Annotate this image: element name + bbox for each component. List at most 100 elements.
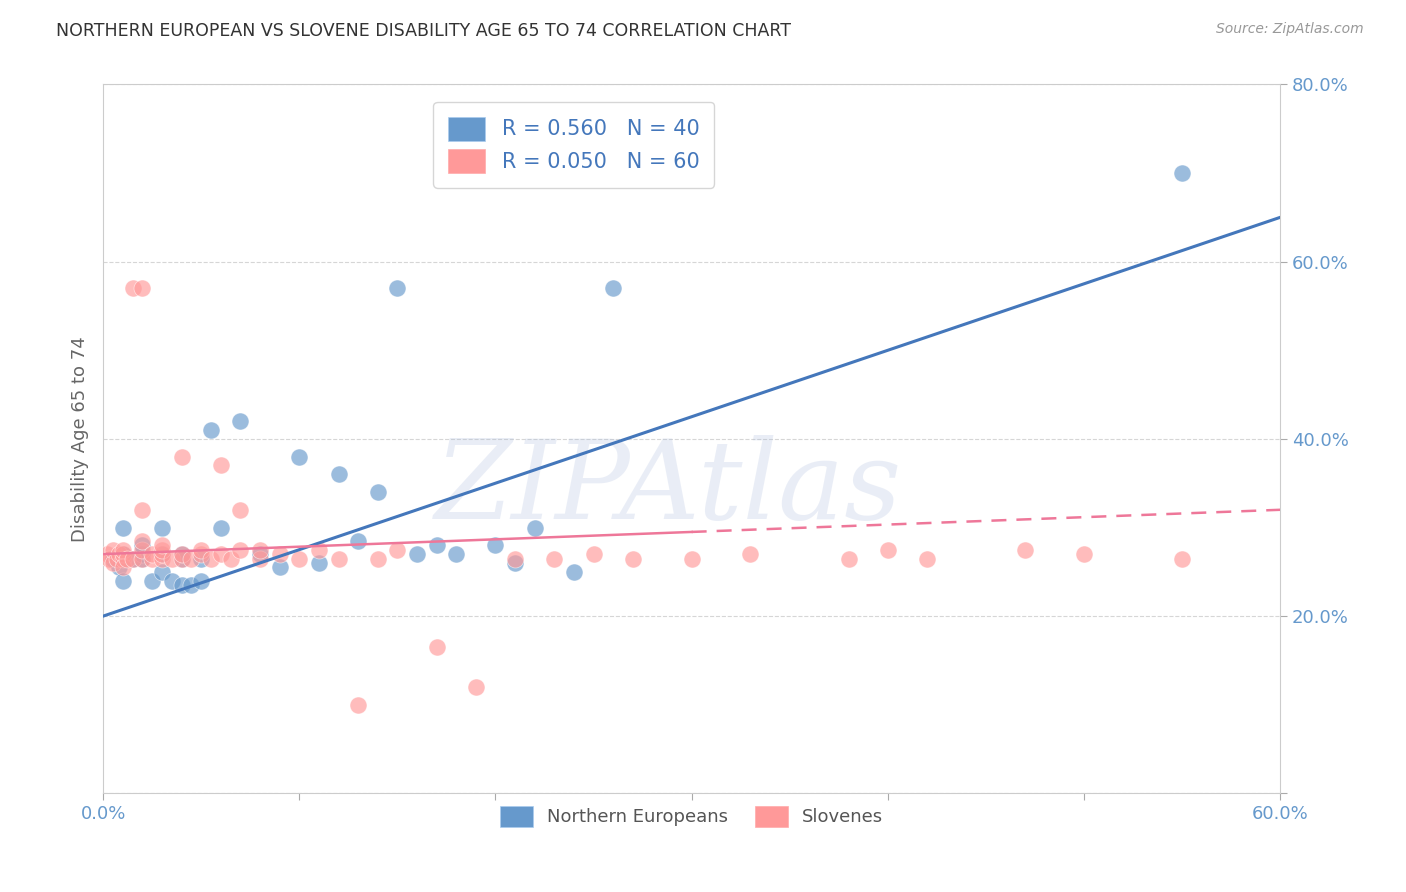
Point [328,551,350,566]
Point [160,551,183,566]
Point [406,547,429,561]
Point [249,542,271,557]
Point [121,551,143,566]
Point [484,538,506,552]
Point [915,551,938,566]
Point [288,551,311,566]
Point [740,547,762,561]
Point [190,547,212,561]
Point [269,547,291,561]
Point [308,542,330,557]
Point [150,547,173,561]
Point [347,698,370,712]
Point [288,450,311,464]
Y-axis label: Disability Age 65 to 74: Disability Age 65 to 74 [72,336,89,541]
Legend: Northern Europeans, Slovenes: Northern Europeans, Slovenes [494,798,890,834]
Point [582,547,605,561]
Point [543,551,565,566]
Point [347,533,370,548]
Point [150,538,173,552]
Point [131,281,153,295]
Point [1014,542,1036,557]
Point [190,574,212,588]
Point [111,560,134,574]
Point [387,542,409,557]
Text: NORTHERN EUROPEAN VS SLOVENE DISABILITY AGE 65 TO 74 CORRELATION CHART: NORTHERN EUROPEAN VS SLOVENE DISABILITY … [56,22,792,40]
Point [523,520,546,534]
Point [131,503,153,517]
Point [111,542,134,557]
Point [170,547,193,561]
Point [96,547,118,561]
Point [170,551,193,566]
Point [111,520,134,534]
Point [150,542,173,557]
Point [111,547,134,561]
Point [101,551,124,566]
Point [131,551,153,566]
Point [98,551,121,566]
Point [190,551,212,566]
Point [503,551,526,566]
Point [621,551,644,566]
Point [367,551,389,566]
Point [131,533,153,548]
Point [838,551,860,566]
Point [180,551,202,566]
Point [308,556,330,570]
Text: Source: ZipAtlas.com: Source: ZipAtlas.com [1216,22,1364,37]
Point [200,551,222,566]
Point [160,574,183,588]
Point [503,556,526,570]
Point [170,547,193,561]
Point [387,281,409,295]
Point [121,551,143,566]
Point [249,551,271,566]
Point [1171,166,1194,180]
Point [108,560,131,574]
Point [229,414,252,428]
Point [150,565,173,579]
Point [562,565,585,579]
Point [101,556,124,570]
Point [115,551,138,566]
Point [444,547,467,561]
Point [170,578,193,592]
Point [602,281,624,295]
Point [249,547,271,561]
Point [1171,551,1194,566]
Point [1073,547,1095,561]
Point [131,538,153,552]
Point [131,547,153,561]
Point [121,281,143,295]
Point [131,542,153,557]
Point [426,538,449,552]
Point [269,560,291,574]
Point [111,551,134,566]
Point [229,542,252,557]
Point [105,551,128,566]
Point [200,423,222,437]
Point [229,503,252,517]
Point [141,547,163,561]
Point [209,547,232,561]
Point [170,551,193,566]
Point [141,551,163,566]
Point [170,450,193,464]
Point [328,467,350,482]
Point [180,578,202,592]
Point [150,551,173,566]
Point [209,520,232,534]
Point [209,458,232,473]
Point [111,547,134,561]
Point [111,574,134,588]
Point [219,551,242,566]
Point [141,574,163,588]
Point [150,520,173,534]
Point [108,547,131,561]
Point [150,547,173,561]
Point [681,551,703,566]
Point [426,640,449,654]
Point [101,542,124,557]
Point [367,485,389,500]
